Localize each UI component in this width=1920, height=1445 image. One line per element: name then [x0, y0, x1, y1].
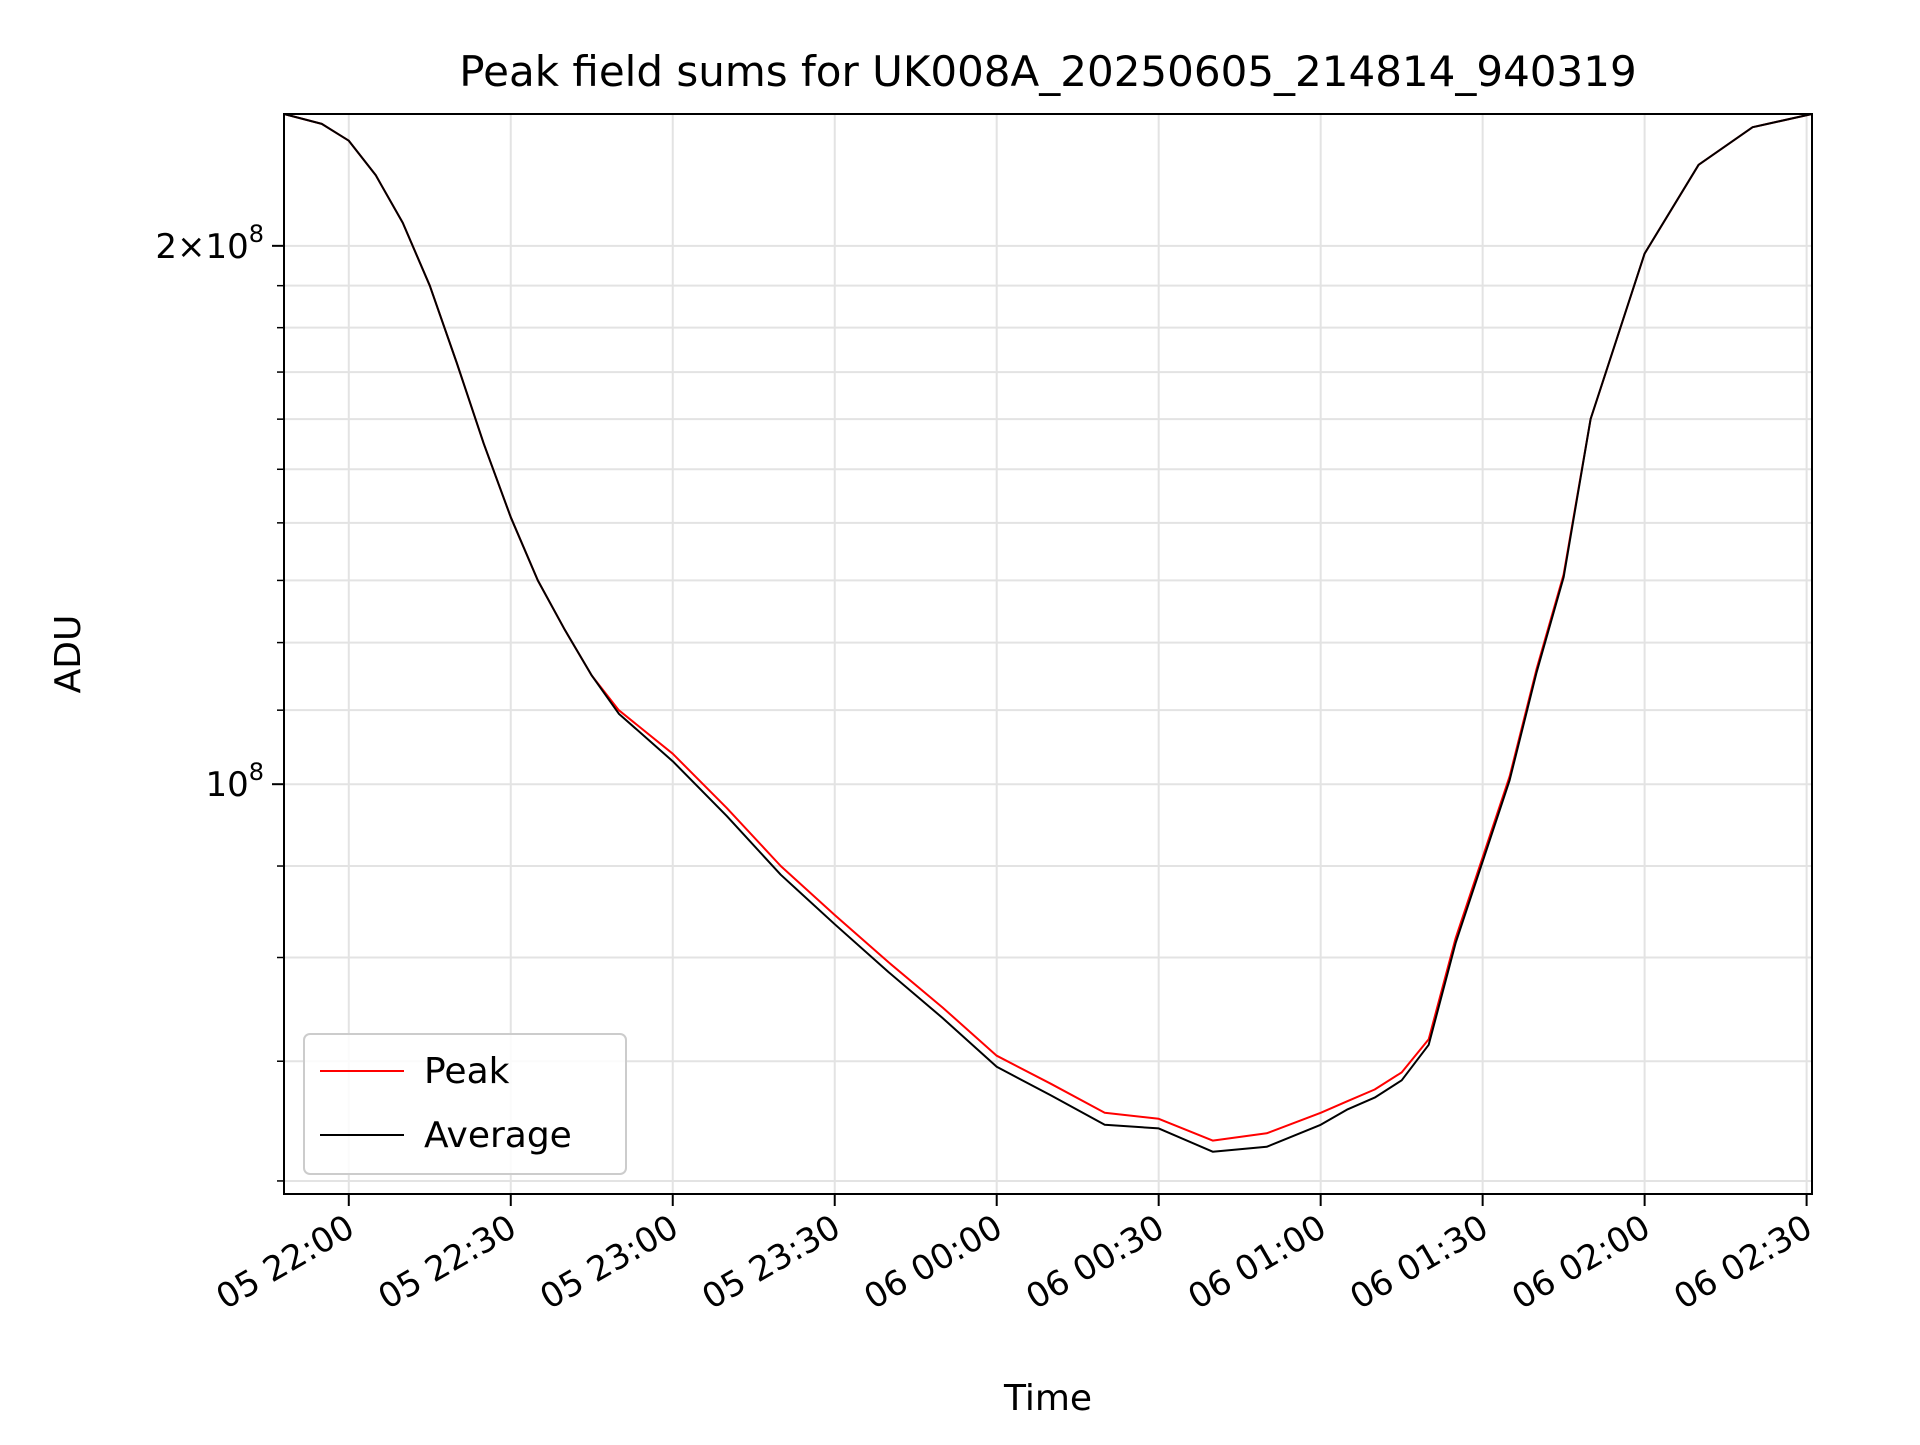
series-layer — [283, 113, 1813, 1153]
plot-frame — [283, 113, 1813, 1195]
y-tick-label: 108 — [205, 758, 264, 805]
grid — [284, 114, 1812, 1194]
legend-box — [303, 1033, 627, 1175]
legend: Peak Average — [303, 1033, 627, 1175]
chart-title: Peak field sums for UK008A_20250605_2148… — [459, 47, 1636, 96]
legend-label: Peak — [424, 1051, 510, 1092]
series-line-average — [283, 113, 1813, 1153]
x-axis-label: Time — [1003, 1378, 1092, 1419]
y-tick-label: 2×108 — [155, 220, 264, 267]
legend-label: Average — [424, 1115, 572, 1156]
y-axis-label: ADU — [48, 615, 89, 694]
